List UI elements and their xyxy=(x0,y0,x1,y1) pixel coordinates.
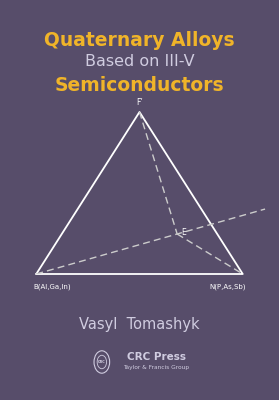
Text: F’: F’ xyxy=(136,98,143,107)
Text: CRC: CRC xyxy=(98,360,106,364)
Text: B(Al,Ga,In): B(Al,Ga,In) xyxy=(33,284,71,290)
Text: Quaternary Alloys: Quaternary Alloys xyxy=(44,30,235,50)
Text: Semiconductors: Semiconductors xyxy=(55,76,224,95)
Text: Taylor & Francis Group: Taylor & Francis Group xyxy=(123,365,189,370)
Text: N(P,As,Sb): N(P,As,Sb) xyxy=(209,284,246,290)
Text: E: E xyxy=(181,228,186,237)
Text: Based on III-V: Based on III-V xyxy=(85,54,194,70)
Text: Vasyl  Tomashyk: Vasyl Tomashyk xyxy=(79,317,200,332)
Text: CRC Press: CRC Press xyxy=(127,352,186,362)
